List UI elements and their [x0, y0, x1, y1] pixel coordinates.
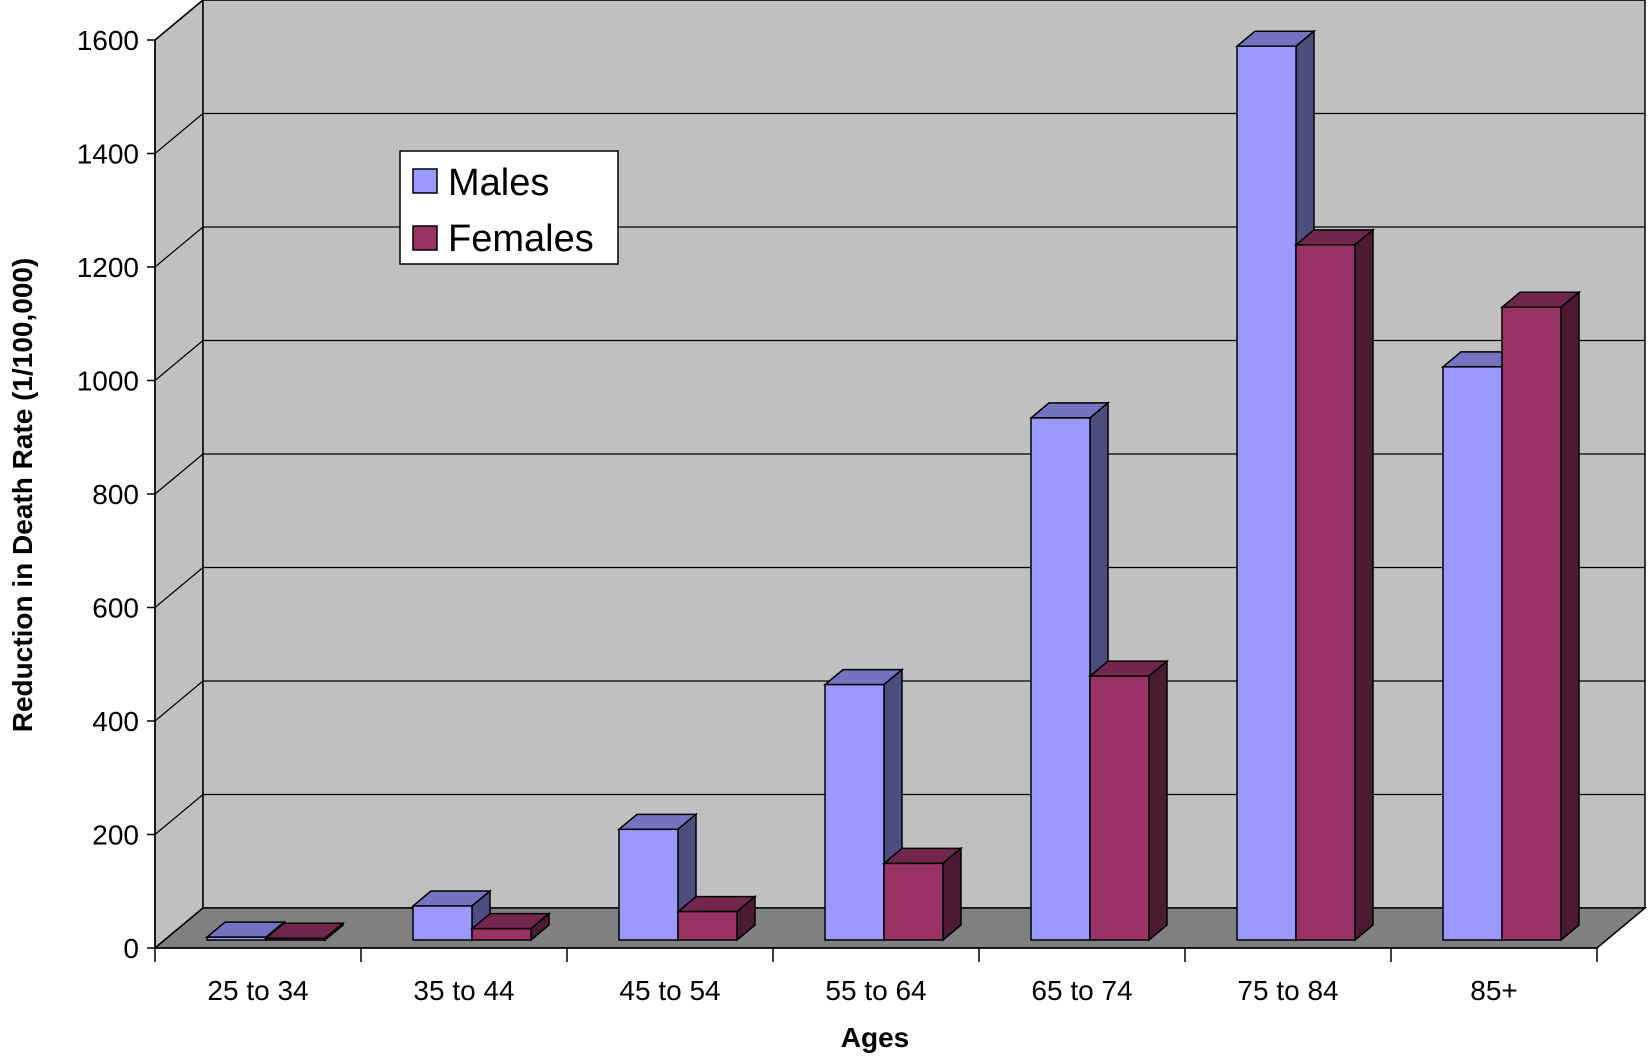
- bar-front: [1089, 675, 1150, 941]
- bar-side: [942, 846, 962, 942]
- bar-females-4: [1087, 659, 1170, 942]
- y-tick-label: 1400: [77, 139, 139, 170]
- legend-swatch-females: [412, 225, 438, 251]
- x-tick-label: 55 to 64: [825, 975, 926, 1006]
- legend-label-females: Females: [448, 218, 594, 260]
- gridline: [154, 339, 1645, 381]
- legend: Males Females: [399, 150, 619, 265]
- bar-females-2: [675, 895, 758, 942]
- bar-front: [1030, 417, 1091, 941]
- axes: [147, 39, 1598, 962]
- bar-front: [677, 910, 738, 941]
- bar-front: [1501, 306, 1562, 941]
- bar-females-3: [881, 846, 964, 942]
- y-tick-label: 0: [123, 933, 139, 964]
- y-tick-label: 1200: [77, 252, 139, 283]
- bar-front: [265, 937, 326, 941]
- gridline: [154, 226, 1645, 268]
- legend-label-males: Males: [448, 162, 549, 204]
- bar-front: [824, 683, 885, 941]
- y-tick-labels: 0 200 400 600 800 1000 1200 1400 1600: [77, 25, 139, 964]
- bar-front: [883, 862, 944, 941]
- x-tick-label: 65 to 74: [1031, 975, 1132, 1006]
- bar-front: [412, 905, 473, 941]
- bars: [204, 29, 1582, 942]
- bar-side: [1560, 290, 1580, 942]
- y-tick-label: 400: [92, 706, 139, 737]
- bar-females-0: [263, 921, 346, 942]
- bar-front: [1236, 45, 1297, 941]
- y-tick-label: 1600: [77, 25, 139, 56]
- bar-front: [1295, 244, 1356, 941]
- y-tick-label: 600: [92, 593, 139, 624]
- gridline: [154, 566, 1645, 608]
- y-tick-label: 200: [92, 820, 139, 851]
- bar-females-1: [469, 912, 552, 942]
- bar-front: [618, 828, 679, 941]
- bar-females-5: [1293, 228, 1376, 942]
- bar-front: [1442, 366, 1503, 941]
- bar-females-6: [1499, 290, 1582, 942]
- x-tick-label: 45 to 54: [619, 975, 720, 1006]
- bar-side: [1148, 659, 1168, 942]
- x-tick-labels: 25 to 34 35 to 44 45 to 54 55 to 64 65 to 74…: [207, 975, 1517, 1006]
- gridline: [154, 453, 1645, 495]
- gridline: [154, 0, 1645, 41]
- x-tick-label: 25 to 34: [207, 975, 308, 1006]
- x-tick-label: 75 to 84: [1237, 975, 1338, 1006]
- bar-front: [206, 936, 267, 941]
- y-tick-label: 800: [92, 479, 139, 510]
- y-tick-label: 1000: [77, 366, 139, 397]
- gridline: [154, 112, 1645, 154]
- x-tick-label: 35 to 44: [413, 975, 514, 1006]
- y-axis-title: Reduction in Death Rate (1/100,000): [7, 258, 38, 733]
- x-tick-label: 85+: [1470, 975, 1518, 1006]
- legend-swatch-males: [412, 168, 438, 194]
- bar-front: [471, 927, 532, 941]
- x-axis-title: Ages: [841, 1022, 909, 1053]
- bar-side: [1354, 228, 1374, 942]
